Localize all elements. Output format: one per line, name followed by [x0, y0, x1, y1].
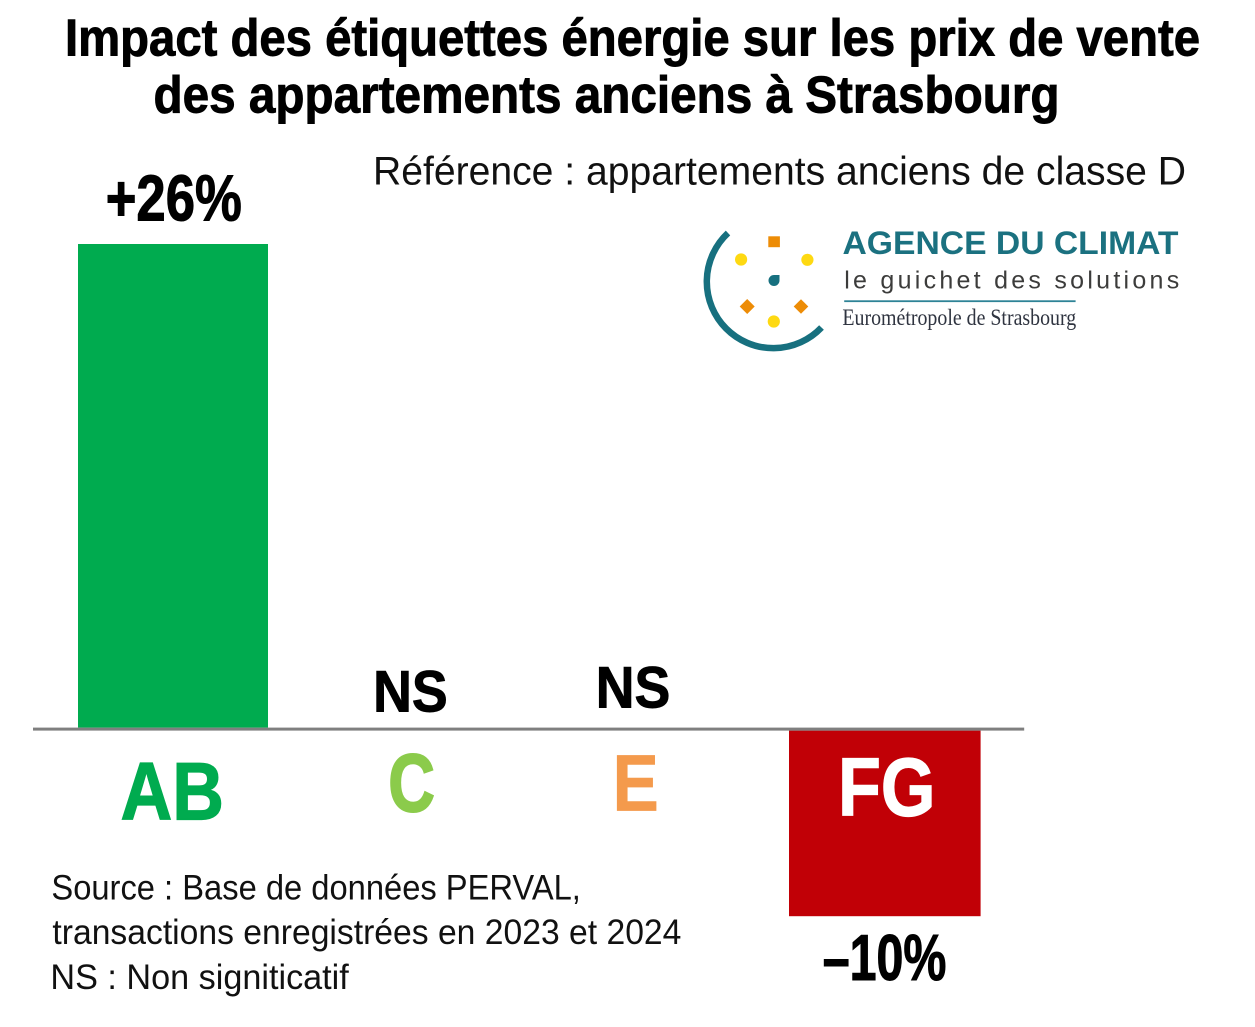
svg-text:+26%: +26% — [106, 162, 242, 235]
svg-text:AB: AB — [121, 746, 225, 837]
svg-text:C: C — [388, 738, 434, 829]
svg-text:le guichet des solutions: le guichet des solutions — [844, 266, 1179, 294]
svg-text:Eurométropole de Strasbourg: Eurométropole de Strasbourg — [842, 305, 1076, 330]
svg-text:E: E — [613, 739, 659, 828]
svg-text:–10%: –10% — [823, 921, 947, 994]
svg-text:Impact des étiquettes énergie: Impact des étiquettes énergie sur les pr… — [65, 10, 1200, 68]
svg-text:Référence : appartements ancie: Référence : appartements anciens de clas… — [373, 149, 1186, 193]
svg-text:NS: NS — [596, 655, 671, 720]
svg-text:des appartements anciens à Str: des appartements anciens à Strasbourg — [154, 66, 1060, 124]
svg-text:FG: FG — [838, 740, 936, 833]
svg-text:transactions enregistrées en 2: transactions enregistrées en 2023 et 202… — [52, 913, 681, 952]
svg-text:AGENCE DU CLIMAT: AGENCE DU CLIMAT — [843, 225, 1179, 261]
svg-text:NS : Non signiticatif: NS : Non signiticatif — [50, 958, 349, 997]
svg-text:Source : Base de données PERVA: Source : Base de données PERVAL, — [51, 869, 581, 908]
svg-text:NS: NS — [373, 660, 448, 725]
